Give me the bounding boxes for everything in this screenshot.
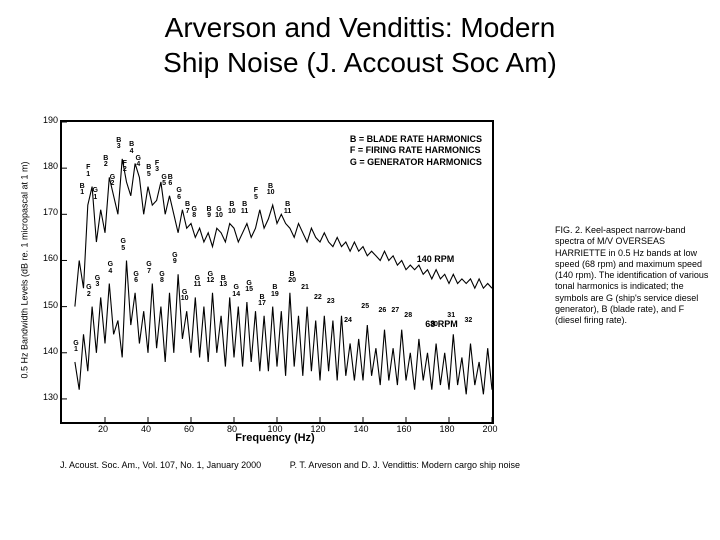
peak-label: F 3 xyxy=(155,161,159,174)
citation-left: J. Acoust. Soc. Am., Vol. 107, No. 1, Ja… xyxy=(60,460,261,470)
x-tick: 80 xyxy=(227,424,237,434)
peak-label: 31 xyxy=(447,313,455,319)
peak-label: B 5 xyxy=(146,165,151,178)
peak-label: F 1 xyxy=(86,165,90,178)
page-title: Arverson and Vendittis: Modern Ship Nois… xyxy=(0,10,720,80)
y-tick: 180 xyxy=(38,161,58,171)
peak-label: G 7 xyxy=(146,262,151,275)
series-label: 140 RPM xyxy=(417,254,455,264)
peak-label: F 5 xyxy=(254,188,258,201)
peak-label: 22 xyxy=(314,295,322,301)
peak-label: B 7 xyxy=(185,202,190,215)
peak-label: 21 xyxy=(301,285,309,291)
peak-label: B 20 xyxy=(288,272,296,285)
peak-label: G 10 xyxy=(215,207,223,220)
peak-label: G 3 xyxy=(95,276,100,289)
peak-label: B 19 xyxy=(271,285,279,298)
peak-label: G 15 xyxy=(245,281,253,294)
y-tick: 190 xyxy=(38,115,58,125)
peak-label: 32 xyxy=(465,318,473,324)
peak-label: 26 xyxy=(379,308,387,314)
figure-container: 0.5 Hz Bandwidth Levels (dB re. 1 microp… xyxy=(10,110,550,480)
peak-label: B 9 xyxy=(207,207,212,220)
chart-plot-area: B = BLADE RATE HARMONICS F = FIRING RATE… xyxy=(60,120,494,424)
peak-label: G 5 xyxy=(121,239,126,252)
peak-label: 24 xyxy=(344,318,352,324)
peak-label: G 8 xyxy=(159,272,164,285)
peak-label: 25 xyxy=(361,304,369,310)
x-tick: 20 xyxy=(98,424,108,434)
y-tick: 170 xyxy=(38,207,58,217)
peak-label: G 9 xyxy=(172,253,177,266)
x-tick: 120 xyxy=(310,424,325,434)
peak-label: G 8 xyxy=(191,207,196,220)
peak-label: G 1 xyxy=(93,188,98,201)
peak-label: G 12 xyxy=(207,272,215,285)
y-tick: 150 xyxy=(38,300,58,310)
peak-label: 30 xyxy=(430,322,438,328)
peak-label: B 2 xyxy=(103,156,108,169)
peak-label: G 4 xyxy=(108,262,113,275)
figure-caption: FIG. 2. Keel-aspect narrow-band spectra … xyxy=(555,225,710,326)
peak-label: G 6 xyxy=(176,188,181,201)
y-axis-label: 0.5 Hz Bandwidth Levels (dB re. 1 microp… xyxy=(16,120,34,420)
peak-label: B 11 xyxy=(241,202,248,215)
y-tick: 160 xyxy=(38,253,58,263)
y-tick: 130 xyxy=(38,392,58,402)
x-tick: 40 xyxy=(141,424,151,434)
peak-label: G 2 xyxy=(86,285,91,298)
peak-label: B 10 xyxy=(228,202,236,215)
peak-label: 23 xyxy=(327,299,335,305)
peak-label: G 11 xyxy=(194,276,201,289)
x-tick: 160 xyxy=(396,424,411,434)
x-tick: 180 xyxy=(439,424,454,434)
citation-line: J. Acoust. Soc. Am., Vol. 107, No. 1, Ja… xyxy=(60,460,520,470)
citation-right: P. T. Arveson and D. J. Vendittis: Moder… xyxy=(290,460,520,470)
x-tick: 60 xyxy=(184,424,194,434)
peak-label: G 4 xyxy=(136,156,141,169)
y-tick: 140 xyxy=(38,346,58,356)
peak-label: B 10 xyxy=(267,184,275,197)
peak-label: B 11 xyxy=(284,202,291,215)
peak-label: G 5 xyxy=(161,175,166,188)
peak-label: F 2 xyxy=(123,161,127,174)
peak-label: G 10 xyxy=(181,290,189,303)
peak-label: G 1 xyxy=(73,341,78,354)
peak-label: B 1 xyxy=(80,184,85,197)
peak-label: B 3 xyxy=(116,138,121,151)
x-tick: 100 xyxy=(267,424,282,434)
x-tick: 200 xyxy=(482,424,497,434)
peak-label: B 17 xyxy=(258,295,266,308)
peak-label: B 4 xyxy=(129,142,134,155)
peak-label: B 13 xyxy=(219,276,227,289)
chart-legend: B = BLADE RATE HARMONICS F = FIRING RATE… xyxy=(350,134,482,168)
title-line1: Arverson and Vendittis: Modern xyxy=(165,12,556,43)
peak-label: G 2 xyxy=(110,175,115,188)
peak-label: B 6 xyxy=(168,175,173,188)
peak-label: G 6 xyxy=(133,272,138,285)
peak-label: 27 xyxy=(391,308,399,314)
peak-label: G 14 xyxy=(232,285,240,298)
title-line2: Ship Noise (J. Accoust Soc Am) xyxy=(163,47,557,78)
peak-label: 28 xyxy=(404,313,412,319)
x-tick: 140 xyxy=(353,424,368,434)
